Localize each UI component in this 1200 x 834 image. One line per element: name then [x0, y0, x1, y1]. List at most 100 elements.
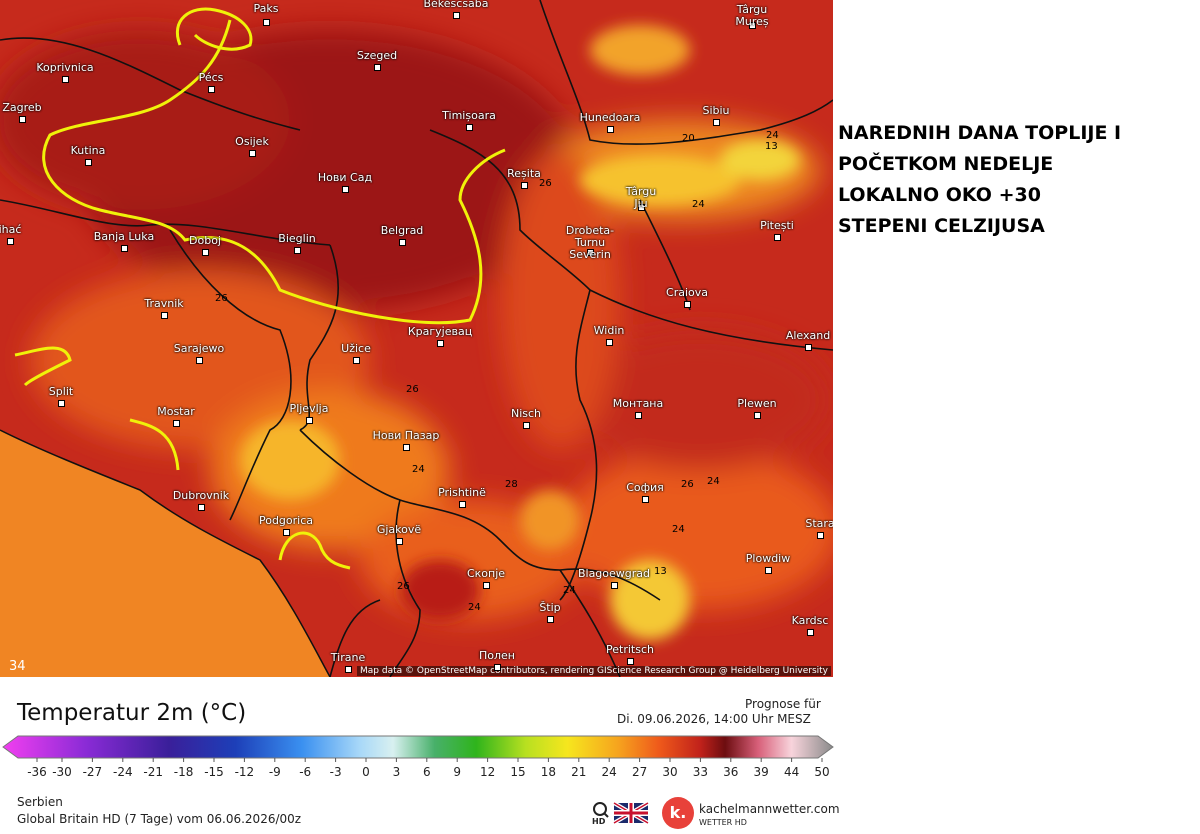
city-label: Нови Пазар: [372, 429, 440, 442]
colorbar-tick-label: 9: [453, 765, 462, 779]
city-dot: [58, 400, 65, 407]
city-dot: [466, 124, 473, 131]
colorbar-tick-label: 12: [479, 765, 496, 779]
city-dot: [294, 247, 301, 254]
city-dot: [587, 249, 594, 256]
colorbar-tick-label: -12: [234, 765, 255, 779]
city-label: Štip: [539, 601, 561, 614]
isoline-label: 13: [654, 566, 667, 577]
model-run: Global Britain HD (7 Tage) vom 06.06.202…: [17, 812, 302, 826]
city-label: Mostar: [157, 405, 195, 418]
city-dot: [7, 238, 14, 245]
brand: kachelmannwetter.com: [699, 802, 840, 816]
city-label: Reșita: [507, 167, 541, 180]
map: Map data © OpenStreetMap contributors, r…: [0, 0, 833, 677]
city-label: Zagreb: [2, 101, 42, 114]
city-dot: [196, 357, 203, 364]
isoline-label: 20: [682, 133, 695, 144]
headline-line: STEPENI CELZIJUSA: [838, 215, 1045, 237]
isoline-label: 24: [672, 524, 685, 535]
city-label: Kutina: [70, 144, 106, 157]
colorbar-tick-label: 6: [422, 765, 431, 779]
city-dot: [62, 76, 69, 83]
city-label: Bieglin: [278, 232, 316, 245]
colorbar-tick-label: 21: [571, 765, 587, 779]
city-label: Нови Сад: [317, 171, 373, 184]
headline-line: LOKALNO OKO +30: [838, 184, 1041, 206]
isoline-label: 24: [766, 130, 779, 141]
city-dot: [161, 312, 168, 319]
isoline-label: 24: [707, 476, 720, 487]
city-label: Полен: [479, 649, 515, 662]
map-background: [0, 0, 833, 677]
city-dot: [121, 245, 128, 252]
colorbar-tick-label: -6: [299, 765, 312, 779]
colorbar-tick-label: 3: [392, 765, 401, 779]
city-dot: [208, 86, 215, 93]
map-attribution: Map data © OpenStreetMap contributors, r…: [357, 666, 831, 676]
colorbar-tick-label: 50: [814, 765, 830, 779]
city-label: Скопје: [466, 567, 506, 580]
city-dot: [754, 412, 761, 419]
city-dot: [606, 339, 613, 346]
city-label: Békéscsaba: [423, 0, 489, 10]
colorbar-tick-label: -15: [204, 765, 224, 779]
city-label: Pljevlja: [289, 402, 329, 415]
colorbar-tick-label: 33: [692, 765, 709, 779]
city-dot: [459, 501, 466, 508]
city-dot: [198, 504, 205, 511]
city-dot: [19, 116, 26, 123]
city-label: Blagoewgrad: [577, 567, 651, 580]
isoline-label: 26: [539, 178, 552, 189]
city-dot: [437, 340, 444, 347]
colorbar-tick-label: -27: [82, 765, 103, 779]
city-label: Hunedoara: [579, 111, 641, 124]
city-label: Plowdiw: [745, 552, 791, 565]
city-dot: [494, 664, 501, 671]
isoline-label: 28: [505, 479, 518, 490]
city-dot: [805, 344, 812, 351]
isoline-label: 24: [563, 585, 576, 596]
city-label: Craiova: [666, 286, 708, 299]
isoline-label: 24: [412, 464, 425, 475]
city-label: Alexand: [785, 329, 831, 342]
colorbar-tick-label: 18: [540, 765, 557, 779]
city-dot: [749, 22, 756, 29]
city-label: Sarajewo: [173, 342, 225, 355]
city-label: Drobeta- Turnu Severin: [565, 224, 615, 261]
isoline-label: 26: [215, 293, 228, 304]
colorbar-tick-label: -24: [112, 765, 133, 779]
city-label: Paks: [253, 2, 279, 15]
city-label: Szeged: [356, 49, 398, 62]
colorbar-tick-label: 24: [601, 765, 617, 779]
city-label: Osijek: [235, 135, 269, 148]
colorbar-tick-label: 0: [362, 765, 370, 779]
legend-title: Temperatur 2m (°C): [17, 700, 247, 726]
isoline-label: 24: [468, 602, 481, 613]
city-dot: [345, 666, 352, 673]
city-label: Tirane: [330, 651, 366, 664]
colorbar: [2, 735, 834, 762]
forecast-time: Di. 09.06.2026, 14:00 Uhr MESZ: [617, 712, 811, 726]
colorbar-tick-label: 44: [783, 765, 800, 779]
city-dot: [342, 186, 349, 193]
city-dot: [283, 529, 290, 536]
headline-line: NAREDNIH DANA TOPLIJE I: [838, 122, 1122, 144]
city-dot: [399, 239, 406, 246]
city-label: Timișoara: [442, 109, 496, 122]
isoline-label: 24: [692, 199, 705, 210]
colorbar-tick-label: 36: [723, 765, 739, 779]
city-label: Widin: [593, 324, 625, 337]
city-dot: [483, 582, 490, 589]
city-dot: [774, 234, 781, 241]
colorbar-tick-label: -9: [268, 765, 281, 779]
forecast-label: Prognose für: [745, 697, 821, 711]
city-dot: [202, 249, 209, 256]
city-label: Doboj: [189, 234, 221, 247]
isoline-label: 26: [397, 581, 410, 592]
city-label: Podgorica: [258, 514, 314, 527]
city-dot: [713, 119, 720, 126]
colorbar-tick-label: 39: [753, 765, 769, 779]
city-label: Petritsch: [606, 643, 654, 656]
